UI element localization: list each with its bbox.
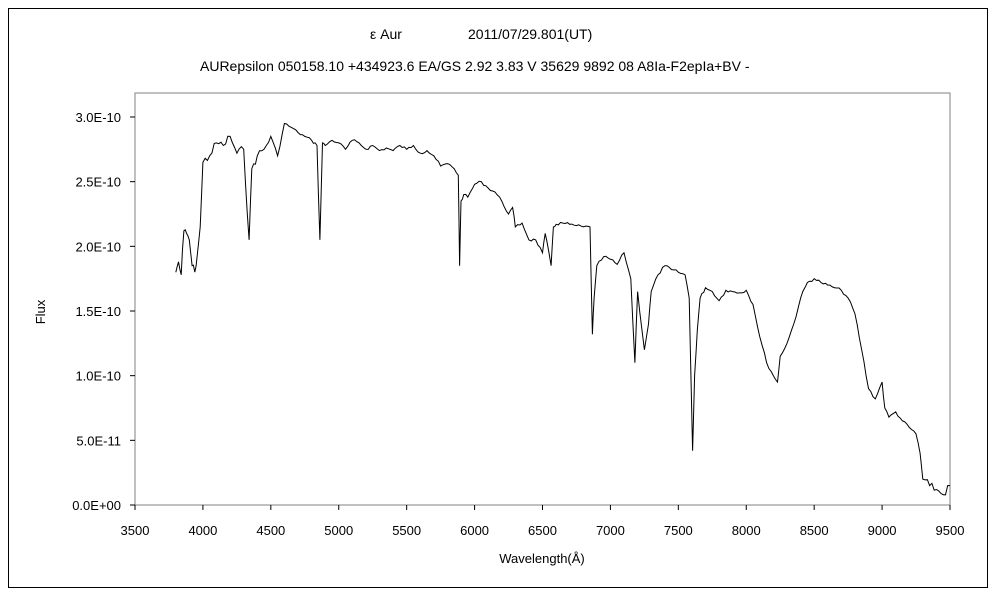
x-tick-label: 5000 (324, 523, 353, 538)
y-axis-label: Flux (33, 299, 48, 324)
y-axis: 0.0E+00 5.0E-11 1.0E-10 1.5E-10 2.0E-10 2.5E-… (72, 110, 135, 513)
x-tick-label: 6500 (528, 523, 557, 538)
spectrum-line (175, 122, 951, 496)
y-tick-label: 2.5E-10 (75, 175, 121, 190)
y-tick-label: 1.5E-10 (75, 304, 121, 319)
x-tick-label: 8000 (732, 523, 761, 538)
x-tick-label: 7500 (664, 523, 693, 538)
x-tick-label: 8500 (800, 523, 829, 538)
x-tick-label: 6000 (460, 523, 489, 538)
y-tick-label: 3.0E-10 (75, 110, 121, 125)
plot-area (134, 92, 951, 506)
x-axis: 3500 4000 4500 5000 5500 6000 6500 7000 7500 8000… (121, 505, 965, 538)
x-tick-label: 9000 (868, 523, 897, 538)
x-axis-label: Wavelength(Å) (499, 551, 585, 566)
x-tick-label: 3500 (121, 523, 150, 538)
x-tick-label: 5500 (392, 523, 421, 538)
x-tick-label: 4000 (188, 523, 217, 538)
x-tick-label: 4500 (256, 523, 285, 538)
chart-title: ε Aur (370, 26, 402, 42)
chart-subtitle: AURepsilon 050158.10 +434923.6 EA/GS 2.9… (200, 58, 750, 74)
y-tick-label: 0.0E+00 (72, 498, 121, 513)
y-tick-label: 5.0E-11 (76, 433, 121, 448)
chart-date: 2011/07/29.801(UT) (468, 26, 593, 42)
y-tick-label: 2.0E-10 (75, 239, 121, 254)
x-tick-label: 7000 (596, 523, 625, 538)
y-tick-label: 1.0E-10 (75, 369, 121, 384)
x-tick-label: 9500 (936, 523, 965, 538)
